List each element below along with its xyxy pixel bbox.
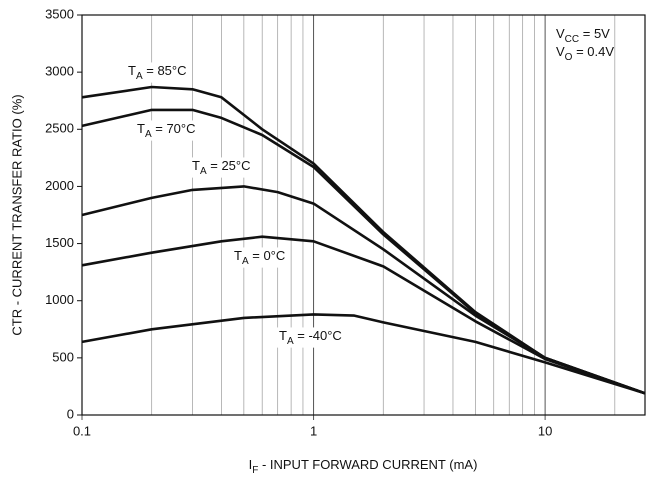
curve-label-tail: = 0°C (249, 248, 286, 263)
y-tick-label: 0 (67, 406, 74, 421)
curve-label: TA = -40°C (279, 328, 342, 346)
curve-label-sub: A (136, 71, 143, 82)
condition-base: V (556, 26, 565, 41)
curve-label-tail: = 85°C (143, 63, 187, 78)
curve-label: TA = 85°C (128, 63, 187, 81)
curve-label-base: T (279, 328, 287, 343)
curve-label-base: T (234, 248, 242, 263)
x-axis-label: IF - INPUT FORWARD CURRENT (mA) (249, 457, 478, 475)
condition-tail: = 0.4V (572, 44, 614, 59)
x-tick-label: 10 (538, 423, 552, 438)
condition-base: V (556, 44, 565, 59)
curve-label: TA = 70°C (137, 121, 196, 139)
curve-label-base: T (128, 63, 136, 78)
condition-sub: O (565, 52, 573, 63)
x-tick-label: 1 (310, 423, 317, 438)
y-tick-label: 2000 (45, 178, 74, 193)
curve (81, 313, 646, 395)
y-tick-label: 2500 (45, 121, 74, 136)
curve-label-tail: = -40°C (294, 328, 342, 343)
y-axis-label: CTR - CURRENT TRANSFER RATIO (%) (9, 94, 24, 335)
condition: VO = 0.4V (556, 44, 614, 62)
x-axis-label-sub: F (252, 465, 258, 476)
x-axis-label-tail: - INPUT FORWARD CURRENT (mA) (258, 457, 477, 472)
curve-label-tail: = 70°C (152, 121, 196, 136)
y-tick-label: 3500 (45, 6, 74, 21)
condition-tail: = 5V (579, 26, 610, 41)
condition: VCC = 5V (556, 26, 610, 44)
curve-label-sub: A (145, 129, 152, 140)
curve-label-sub: A (200, 166, 207, 177)
curve-label-bg (189, 157, 254, 178)
curve (81, 235, 646, 395)
y-tick-label: 500 (52, 349, 74, 364)
curve-label-tail: = 25°C (207, 158, 251, 173)
curve-label-bg (276, 327, 345, 348)
y-tick-label: 1500 (45, 235, 74, 250)
condition-sub: CC (565, 34, 579, 45)
curve-label: TA = 25°C (192, 158, 251, 176)
y-tick-label: 1000 (45, 292, 74, 307)
curve-label-sub: A (242, 256, 249, 267)
curve-label-base: T (137, 121, 145, 136)
curve-label-base: T (192, 158, 200, 173)
x-axis-label-base: I (249, 457, 253, 472)
y-tick-label: 3000 (45, 64, 74, 79)
curve-label-sub: A (287, 336, 294, 347)
x-tick-label: 0.1 (73, 423, 91, 438)
curve (81, 185, 646, 395)
curve-label-bg (134, 120, 199, 141)
curve-label: TA = 0°C (234, 248, 285, 266)
curve-label-bg (231, 247, 289, 268)
curve-label-bg (125, 62, 190, 83)
